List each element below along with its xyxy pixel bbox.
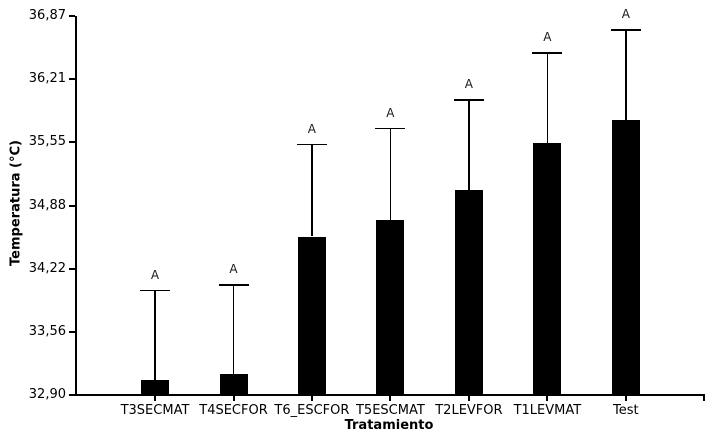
bar-Test <box>611 120 640 395</box>
significance-label: A <box>543 30 552 45</box>
y-tick <box>69 15 75 17</box>
error-bar-line <box>311 144 313 237</box>
error-bar-line <box>625 30 627 120</box>
y-tick-label: 36,87 <box>28 8 66 23</box>
x-tick-label: T4SECFOR <box>199 403 268 418</box>
x-tick-label: T2LEVFOR <box>435 403 503 418</box>
y-tick <box>69 394 75 396</box>
error-bar-cap <box>375 127 406 130</box>
x-tick <box>310 396 313 401</box>
significance-label: A <box>307 121 316 136</box>
x-tick <box>546 396 549 401</box>
bar-T5ESCMAT <box>376 220 405 395</box>
error-bar-line <box>468 100 470 190</box>
x-tick-label: T6_ESCFOR <box>274 403 350 418</box>
y-tick <box>69 205 75 207</box>
error-bar-line <box>389 128 392 221</box>
error-bar-line <box>232 285 235 374</box>
y-tick-label: 36,21 <box>28 71 66 86</box>
y-axis-title: Temperatura (°C) <box>8 140 24 266</box>
x-tick-label: T5ESCMAT <box>355 403 425 418</box>
y-tick <box>69 268 75 270</box>
x-tick <box>624 396 627 401</box>
x-tick-label: T1LEVMAT <box>513 403 582 418</box>
error-bar-cap <box>532 52 563 54</box>
y-tick <box>69 78 75 80</box>
bar-T4SECFOR <box>219 374 248 395</box>
bar-T3SECMAT <box>141 379 169 395</box>
significance-label: A <box>229 262 238 277</box>
x-axis-line <box>75 394 705 396</box>
y-tick-label: 34,22 <box>28 261 66 276</box>
bar-T1LEVMAT <box>533 143 562 395</box>
y-tick-label: 35,55 <box>28 134 66 149</box>
y-tick-label: 34,88 <box>28 198 66 213</box>
x-tick-label: Test <box>612 403 639 418</box>
error-bar-cap <box>218 284 249 286</box>
error-bar-line <box>154 290 156 380</box>
error-bar-cap <box>610 29 641 31</box>
significance-label: A <box>621 7 630 22</box>
y-tick-label: 33,56 <box>28 324 66 339</box>
significance-label: A <box>150 267 160 282</box>
error-bar-line <box>546 53 549 143</box>
x-tick <box>467 396 470 401</box>
y-tick-label: 32,90 <box>28 387 66 402</box>
x-tick-label: T3SECMAT <box>120 403 190 418</box>
significance-label: A <box>464 77 473 91</box>
error-bar-cap <box>296 143 327 146</box>
error-bar-cap <box>140 289 170 292</box>
x-axis-title: Tratamiento <box>344 418 434 433</box>
x-tick <box>389 396 392 401</box>
x-tick <box>154 396 156 401</box>
error-bar-cap <box>453 99 484 101</box>
bar-T6_ESCFOR <box>297 236 326 395</box>
x-tick <box>232 396 235 401</box>
y-tick <box>69 141 75 143</box>
significance-label: A <box>386 105 395 120</box>
y-axis-line <box>75 16 77 396</box>
bar-T2LEVFOR <box>454 189 483 395</box>
x-axis-end-tick <box>703 396 705 401</box>
y-tick <box>69 331 75 333</box>
